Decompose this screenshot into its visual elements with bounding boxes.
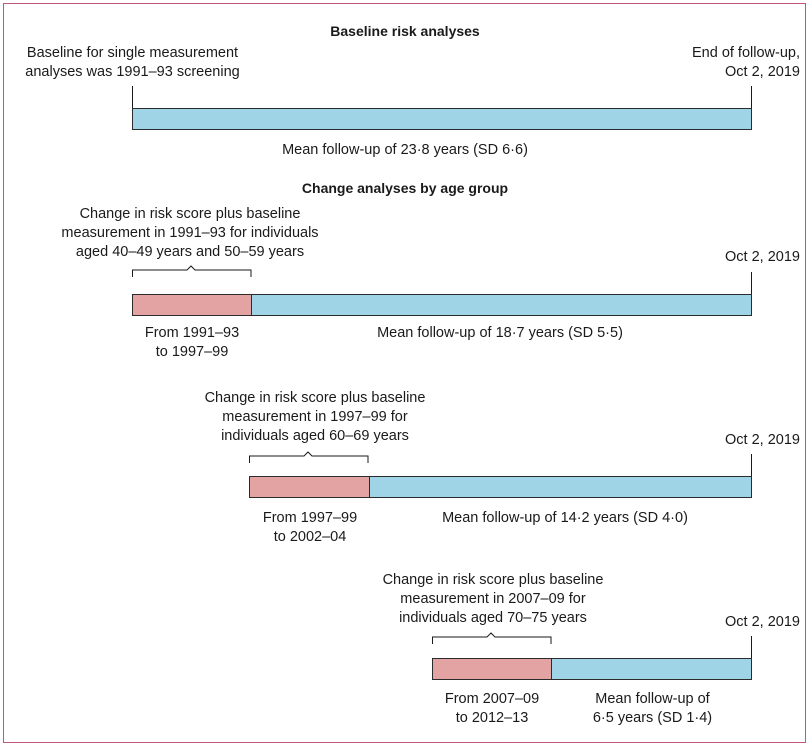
group1-note: Change in risk score plus baseline measu… [61,206,319,260]
group1-brace [132,265,252,277]
section-title-change: Change analyses by age group [301,180,509,196]
group3-change-period: From 2007–09 to 2012–13 [444,691,540,726]
group1-change-period: From 1991–93 to 1997–99 [144,325,240,360]
group2-note: Change in risk score plus baseline measu… [204,390,426,444]
group3-change-bar [432,658,552,680]
group2-change-period: From 1997–99 to 2002–04 [262,510,358,545]
group3-end-tick [751,636,752,658]
group1-followup-bar [251,294,752,316]
group2-end-tick [751,454,752,476]
section-title-baseline: Baseline risk analyses [330,23,480,39]
group1-end-tick [751,272,752,294]
group2-end-date: Oct 2, 2019 [725,432,800,448]
group2-followup-bar [369,476,752,498]
group3-followup-bar [551,658,752,680]
group2-followup-label: Mean follow-up of 14·2 years (SD 4·0) [442,510,688,526]
baseline-followup-bar [132,108,752,130]
group3-followup-label: Mean follow-up of 6·5 years (SD 1·4) [592,691,713,726]
group1-end-date: Oct 2, 2019 [725,249,800,265]
group3-brace [432,632,552,644]
group3-end-date: Oct 2, 2019 [725,614,800,630]
group2-brace [249,451,369,463]
baseline-end-tick [751,86,752,108]
end-of-followup-note: End of follow-up, Oct 2, 2019 [691,45,800,80]
baseline-followup-label: Mean follow-up of 23·8 years (SD 6·6) [282,142,528,158]
baseline-start-tick [132,86,133,108]
group2-change-bar [249,476,370,498]
group1-change-bar [132,294,252,316]
group1-followup-label: Mean follow-up of 18·7 years (SD 5·5) [377,325,623,341]
group3-note: Change in risk score plus baseline measu… [382,572,604,626]
baseline-note: Baseline for single measurement analyses… [25,45,240,80]
